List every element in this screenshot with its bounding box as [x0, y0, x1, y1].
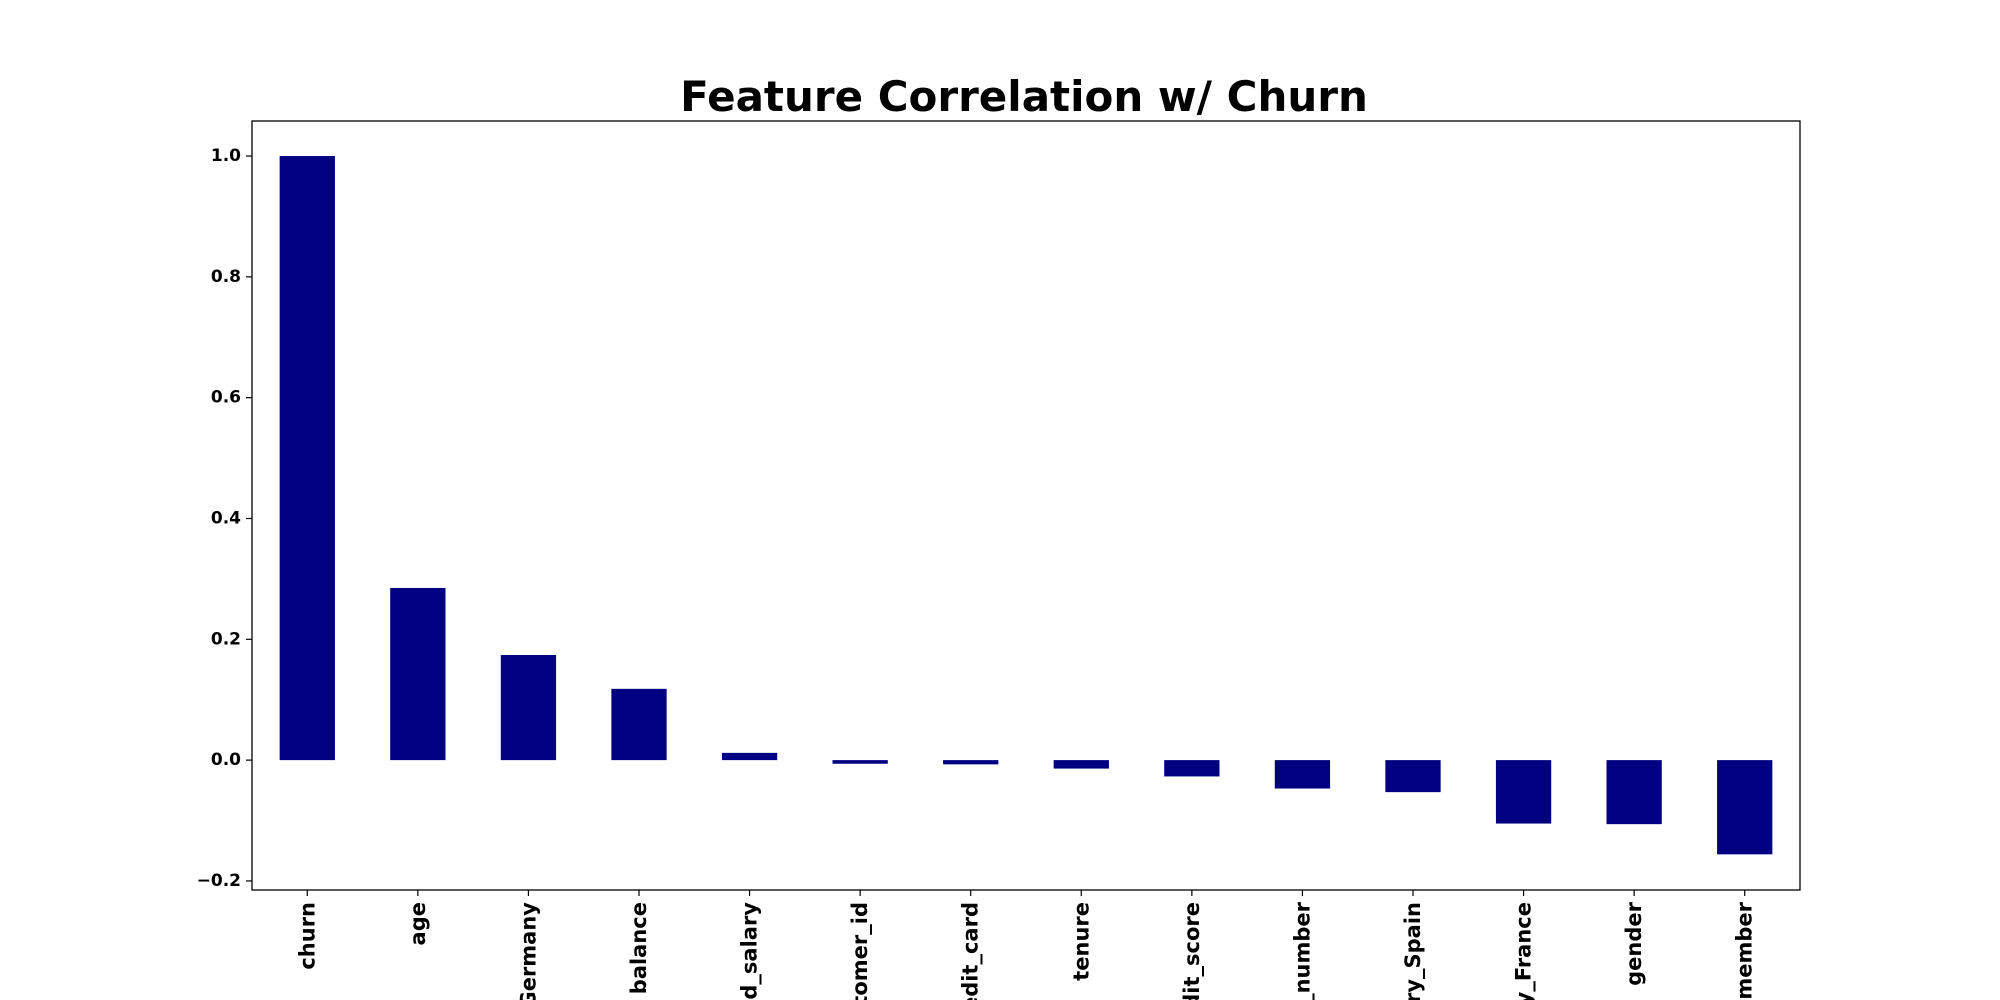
- y-tick-label: 0.0: [211, 750, 241, 770]
- x-tick-label: tomer_id: [848, 902, 872, 1000]
- bar-9: [1274, 760, 1331, 789]
- bar-3: [611, 688, 667, 761]
- x-tick-label: _number: [1290, 901, 1314, 1000]
- bar-0: [279, 156, 335, 761]
- x-tick-label: tenure: [1069, 902, 1093, 981]
- bar-7: [1053, 760, 1109, 769]
- bar-10: [1385, 760, 1441, 793]
- x-tick-label: edit_card: [959, 902, 983, 1000]
- x-tick-label: gender: [1622, 901, 1646, 986]
- x-tick-label: dit_score: [1180, 902, 1204, 1000]
- y-tick-label: 0.2: [211, 629, 241, 649]
- plot-frame: [251, 120, 1801, 891]
- y-tick-label: 0.4: [211, 508, 241, 528]
- x-axis: churn age Germany balance d_salary tomer_id ed…: [295, 890, 1757, 1000]
- y-tick-label: 0.8: [211, 267, 241, 287]
- y-tick-label: 1.0: [211, 146, 241, 166]
- x-tick-label: member: [1733, 901, 1757, 999]
- y-tick-label: −0.2: [197, 871, 241, 891]
- bar-1: [390, 587, 446, 761]
- bar-2: [500, 655, 557, 761]
- x-tick-label: ry_Spain: [1401, 902, 1425, 1000]
- bar-12: [1606, 760, 1662, 825]
- x-tick-label: d_salary: [738, 902, 762, 1000]
- x-tick-label: churn: [295, 902, 319, 970]
- bar-8: [1164, 760, 1220, 777]
- chart-title: Feature Correlation w/ Churn: [680, 72, 1368, 121]
- bar-4: [721, 752, 778, 761]
- x-tick-label: balance: [627, 902, 651, 994]
- x-tick-label: Germany: [516, 902, 540, 1000]
- bar-13: [1717, 760, 1773, 855]
- x-tick-label: y_France: [1512, 902, 1536, 1000]
- bar-6: [943, 760, 999, 765]
- bar-11: [1495, 760, 1552, 824]
- y-axis: −0.2 0.0 0.2 0.4 0.6 0.8 1.0: [197, 146, 252, 891]
- bars-group: [279, 156, 1773, 855]
- y-tick-label: 0.6: [211, 388, 241, 408]
- bar-5: [832, 760, 888, 764]
- x-tick-label: age: [406, 902, 430, 945]
